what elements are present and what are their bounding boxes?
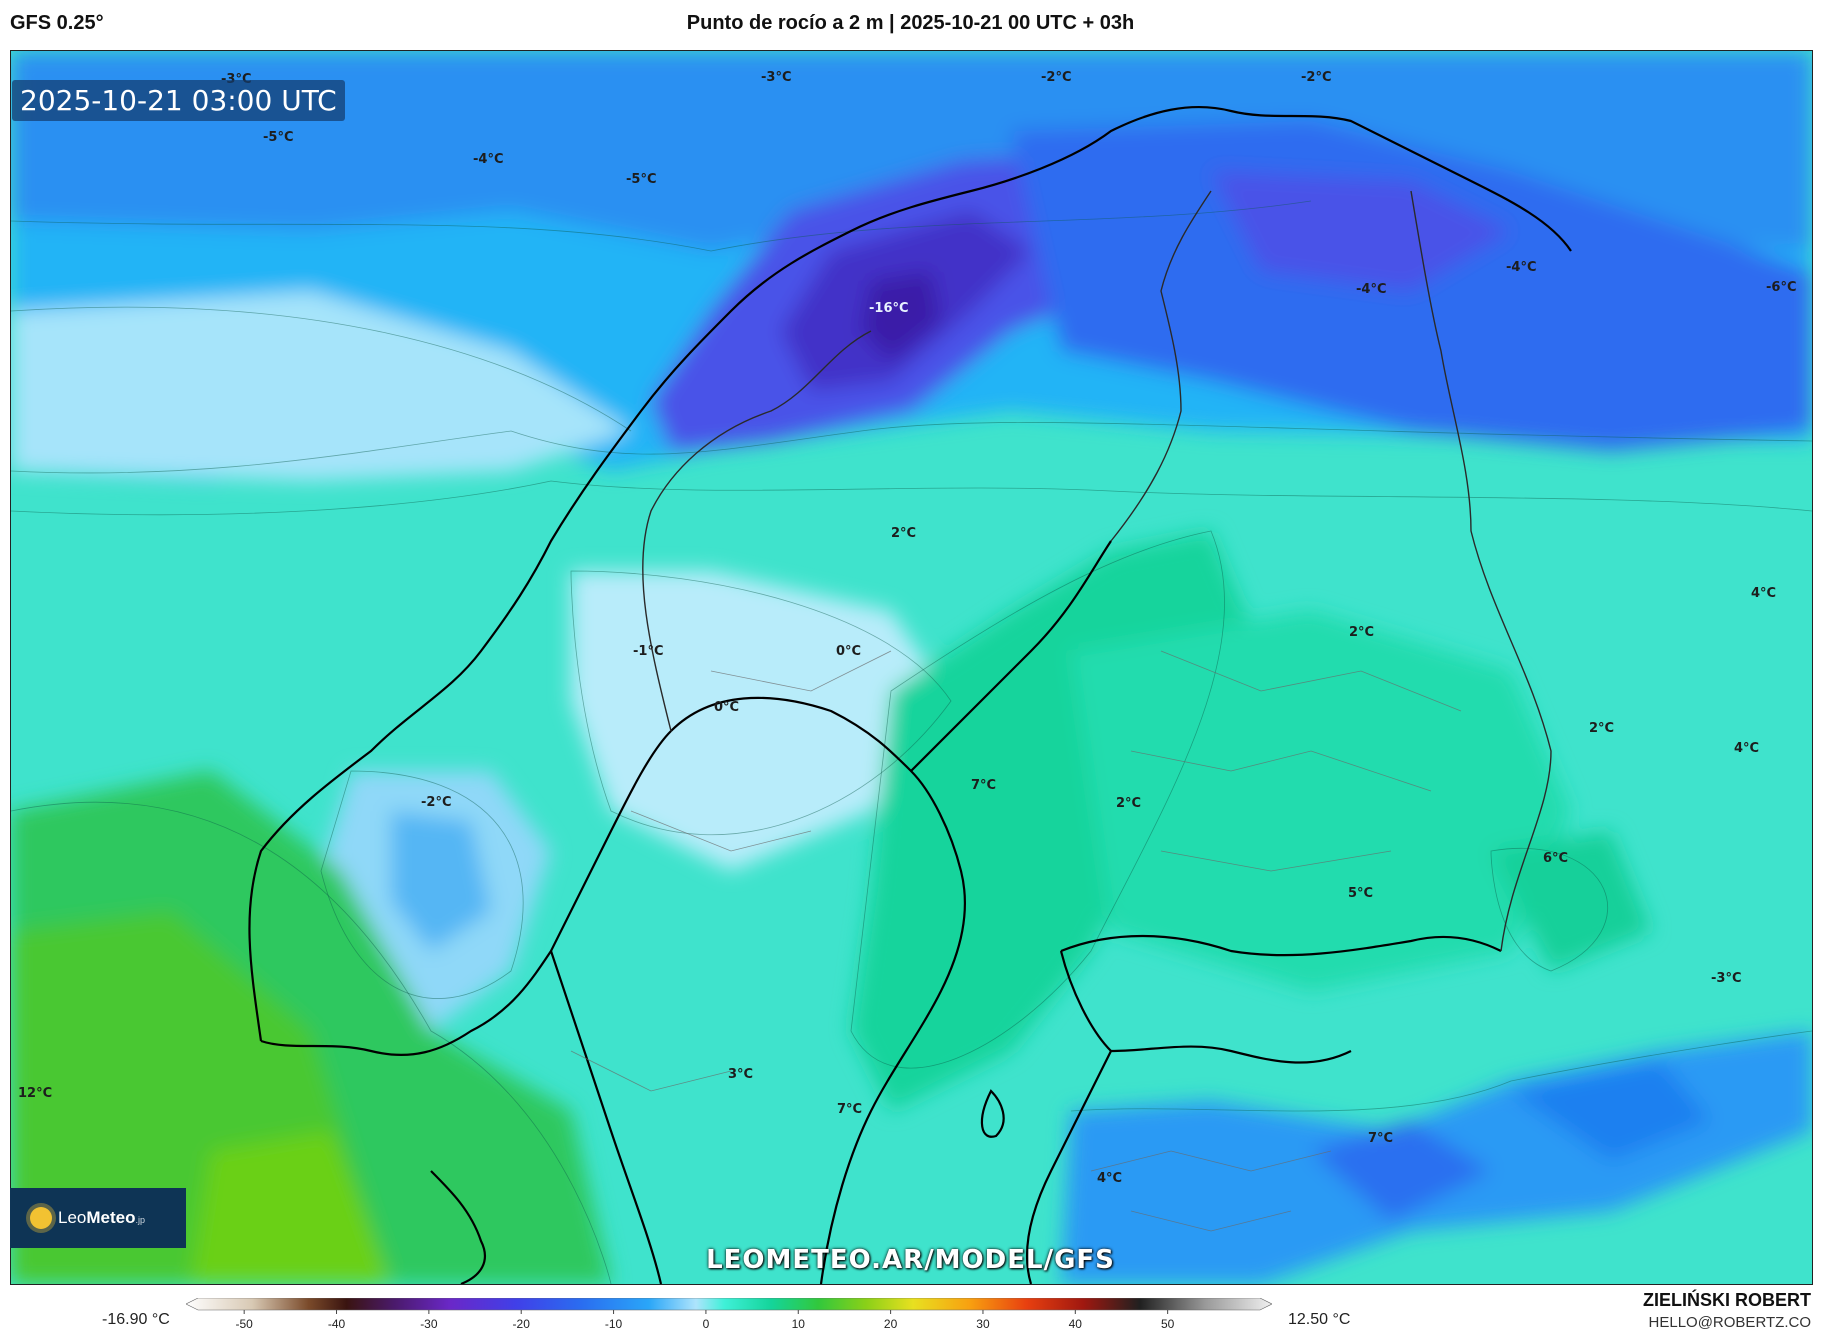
temp-label: 7°C [1368, 1131, 1393, 1146]
color-scale-legend: -50 -40 -30 -20 -10 0 10 20 30 40 50 [186, 1298, 1272, 1331]
temp-label: -4°C [1506, 260, 1536, 275]
logo-name: Meteo [86, 1208, 136, 1227]
legend-tick-label: -30 [420, 1317, 438, 1331]
temp-label: 6°C [1543, 851, 1568, 866]
legend-tick-label: -40 [328, 1317, 346, 1331]
temp-label: -3°C [1711, 971, 1741, 986]
logo-suffix: .jp [135, 1215, 146, 1225]
temp-label: -6°C [1766, 280, 1796, 295]
valid-time-badge: 2025-10-21 03:00 UTC [12, 80, 345, 121]
model-name: GFS 0.25° [10, 12, 104, 34]
logo-prefix: Leo [58, 1208, 87, 1227]
temp-label: -3°C [761, 70, 791, 85]
contour-lines [11, 200, 1812, 1284]
temp-label: 4°C [1751, 586, 1776, 601]
temp-label: -5°C [263, 130, 293, 145]
sun-icon [30, 1207, 52, 1229]
temp-label: -2°C [1041, 70, 1071, 85]
temp-label: 12°C [18, 1086, 52, 1101]
temp-label: 7°C [971, 778, 996, 793]
temperature-labels: -3°C -3°C -2°C -2°C -5°C -4°C -5°C -16°C… [18, 70, 1796, 1186]
author-email: HELLO@ROBERTZ.CO [1648, 1314, 1811, 1331]
legend-tick-label: -10 [605, 1317, 623, 1331]
temp-label: -1°C [633, 644, 663, 659]
source-watermark: LEOMETEO.AR/MODEL/GFS [706, 1245, 1115, 1275]
temp-label: 0°C [836, 644, 861, 659]
temp-label: 7°C [837, 1102, 862, 1117]
legend-color-bar [186, 1298, 1272, 1311]
legend-tick-label: 30 [976, 1317, 990, 1331]
legend-tick-label: 40 [1069, 1317, 1083, 1331]
legend-min-label: -16.90 °C [102, 1311, 170, 1328]
legend-tick-label: 10 [792, 1317, 806, 1331]
legend-tick-label: 50 [1161, 1317, 1175, 1331]
legend-tick-label: 0 [703, 1317, 710, 1331]
country-borders [642, 190, 1552, 952]
legend-ticks: -50 -40 -30 -20 -10 0 10 20 30 40 50 [236, 1310, 1175, 1331]
leometeo-logo: LeoMeteo.jp [10, 1188, 186, 1248]
legend-max-label: 12.50 °C [1288, 1311, 1351, 1328]
temp-label: -5°C [626, 172, 656, 187]
temp-label: 4°C [1734, 741, 1759, 756]
temp-label: 2°C [1589, 721, 1614, 736]
temp-label: -16°C [869, 301, 909, 316]
author-name: ZIELIŃSKI ROBERT [1642, 1290, 1811, 1310]
temp-label: -2°C [421, 795, 451, 810]
color-fill-layers [11, 51, 1812, 1284]
temp-label: 2°C [1349, 625, 1374, 640]
temp-label: 3°C [728, 1067, 753, 1082]
legend-tick-label: 20 [884, 1317, 898, 1331]
map-title: Punto de rocío a 2 m | 2025-10-21 00 UTC… [686, 12, 1135, 34]
legend-tick-label: -50 [236, 1317, 254, 1331]
logo-text: LeoMeteo.jp [58, 1208, 145, 1228]
temp-label: 4°C [1097, 1171, 1122, 1186]
temp-label: 2°C [1116, 796, 1141, 811]
dewpoint-field: -3°C -3°C -2°C -2°C -5°C -4°C -5°C -16°C… [11, 51, 1812, 1284]
temp-label: 2°C [891, 526, 916, 541]
coastlines [248, 105, 1572, 1284]
region-borders [570, 650, 1462, 1232]
dewpoint-map: -3°C -3°C -2°C -2°C -5°C -4°C -5°C -16°C… [10, 50, 1813, 1285]
temp-label: -4°C [473, 152, 503, 167]
temp-label: 5°C [1348, 886, 1373, 901]
legend-tick-label: -20 [513, 1317, 531, 1331]
temp-label: -2°C [1301, 70, 1331, 85]
temp-label: -4°C [1356, 282, 1386, 297]
temp-label: 0°C [714, 700, 739, 715]
